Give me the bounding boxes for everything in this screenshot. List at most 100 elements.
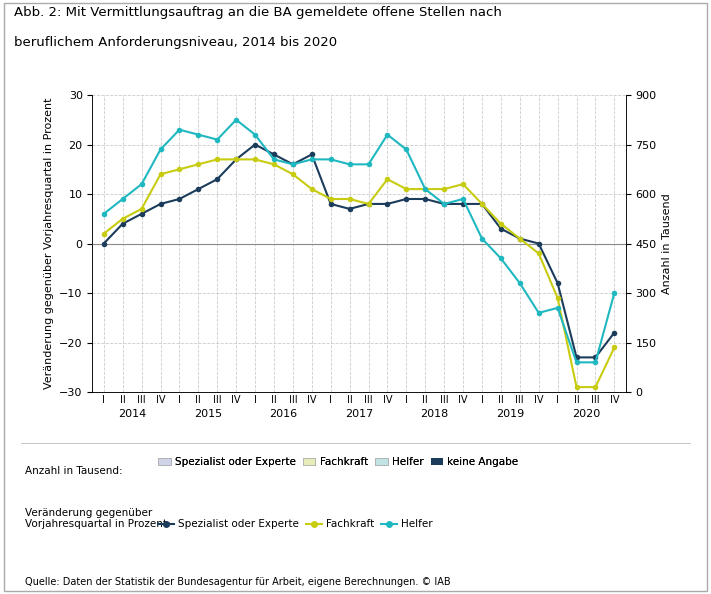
- Bar: [285, 392, 301, 508]
- Y-axis label: Veränderung gegenüber Vorjahresquartal in Prozent: Veränderung gegenüber Vorjahresquartal i…: [43, 98, 53, 389]
- Bar: [380, 524, 395, 594]
- Text: Veränderung gegenüber
Vorjahresquartal in Prozent:: Veränderung gegenüber Vorjahresquartal i…: [25, 508, 171, 529]
- Bar: [171, 511, 187, 554]
- Bar: [342, 392, 358, 507]
- Bar: [171, 554, 187, 594]
- Bar: [228, 510, 244, 542]
- Bar: [417, 392, 433, 504]
- Legend: Spezialist oder Experte, Fachkraft, Helfer: Spezialist oder Experte, Fachkraft, Helf…: [158, 519, 433, 529]
- Text: 2017: 2017: [345, 409, 373, 419]
- Bar: [437, 504, 452, 519]
- Bar: [512, 530, 528, 594]
- Bar: [153, 513, 169, 567]
- Bar: [455, 520, 471, 594]
- Bar: [493, 526, 508, 594]
- Bar: [606, 392, 622, 514]
- Bar: [474, 392, 490, 505]
- Bar: [455, 505, 471, 520]
- Bar: [342, 507, 358, 527]
- Bar: [210, 392, 225, 510]
- Bar: [569, 568, 584, 594]
- Bar: [304, 533, 319, 594]
- Legend: Spezialist oder Experte, Fachkraft, Helfer, keine Angabe: Spezialist oder Experte, Fachkraft, Helf…: [158, 457, 518, 467]
- Text: beruflichem Anforderungsniveau, 2014 bis 2020: beruflichem Anforderungsniveau, 2014 bis…: [14, 36, 337, 49]
- Bar: [437, 392, 452, 504]
- Bar: [247, 392, 263, 508]
- Bar: [417, 504, 433, 517]
- Bar: [191, 392, 206, 511]
- Bar: [285, 508, 301, 535]
- Bar: [96, 514, 112, 570]
- Bar: [115, 568, 130, 594]
- Bar: [342, 527, 358, 594]
- Text: 2018: 2018: [421, 409, 449, 419]
- Bar: [115, 513, 130, 568]
- Bar: [399, 505, 414, 520]
- Bar: [285, 535, 301, 594]
- Bar: [210, 545, 225, 594]
- Bar: [228, 392, 244, 510]
- Bar: [134, 566, 149, 594]
- Text: Abb. 2: Mit Vermittlungsauftrag an die BA gemeldete offene Stellen nach: Abb. 2: Mit Vermittlungsauftrag an die B…: [14, 6, 502, 19]
- Bar: [474, 505, 490, 522]
- Text: Quelle: Daten der Statistik der Bundesagentur für Arbeit, eigene Berechnungen. ©: Quelle: Daten der Statistik der Bundesag…: [25, 577, 451, 587]
- Bar: [399, 520, 414, 594]
- Bar: [417, 517, 433, 594]
- Bar: [191, 511, 206, 547]
- Text: 2016: 2016: [269, 409, 297, 419]
- Bar: [304, 392, 319, 508]
- Bar: [569, 514, 584, 568]
- Bar: [588, 570, 603, 594]
- Bar: [153, 392, 169, 513]
- Bar: [210, 510, 225, 545]
- Text: 2015: 2015: [193, 409, 222, 419]
- Bar: [153, 567, 169, 594]
- Bar: [531, 532, 547, 594]
- Bar: [606, 568, 622, 594]
- Bar: [474, 522, 490, 594]
- Bar: [134, 513, 149, 566]
- Bar: [588, 515, 603, 570]
- Bar: [437, 519, 452, 594]
- Bar: [96, 570, 112, 594]
- Bar: [531, 507, 547, 532]
- Bar: [550, 509, 565, 543]
- Bar: [455, 392, 471, 505]
- Bar: [550, 392, 565, 509]
- Text: Anzahl in Tausend:: Anzahl in Tausend:: [25, 466, 122, 476]
- Bar: [323, 392, 338, 507]
- Bar: [171, 392, 187, 511]
- Bar: [493, 506, 508, 526]
- Bar: [191, 547, 206, 594]
- Bar: [228, 542, 244, 594]
- Bar: [380, 506, 395, 524]
- Bar: [96, 392, 112, 514]
- Bar: [606, 514, 622, 568]
- Bar: [550, 543, 565, 594]
- Bar: [134, 392, 149, 513]
- Bar: [115, 392, 130, 513]
- Text: 2019: 2019: [496, 409, 525, 419]
- Bar: [360, 392, 376, 506]
- Y-axis label: Anzahl in Tausend: Anzahl in Tausend: [662, 193, 672, 294]
- Bar: [588, 392, 603, 515]
- Bar: [304, 508, 319, 533]
- Bar: [266, 507, 282, 532]
- Text: 2020: 2020: [572, 409, 600, 419]
- Bar: [247, 508, 263, 535]
- Bar: [493, 392, 508, 506]
- Bar: [266, 532, 282, 594]
- Bar: [266, 392, 282, 507]
- Bar: [360, 525, 376, 594]
- Bar: [247, 535, 263, 594]
- Bar: [512, 392, 528, 507]
- Bar: [380, 392, 395, 506]
- Bar: [360, 506, 376, 525]
- Bar: [323, 507, 338, 528]
- Bar: [323, 528, 338, 594]
- Bar: [531, 392, 547, 507]
- Bar: [399, 392, 414, 505]
- Bar: [512, 507, 528, 530]
- Bar: [569, 392, 584, 514]
- Text: 2014: 2014: [118, 409, 146, 419]
